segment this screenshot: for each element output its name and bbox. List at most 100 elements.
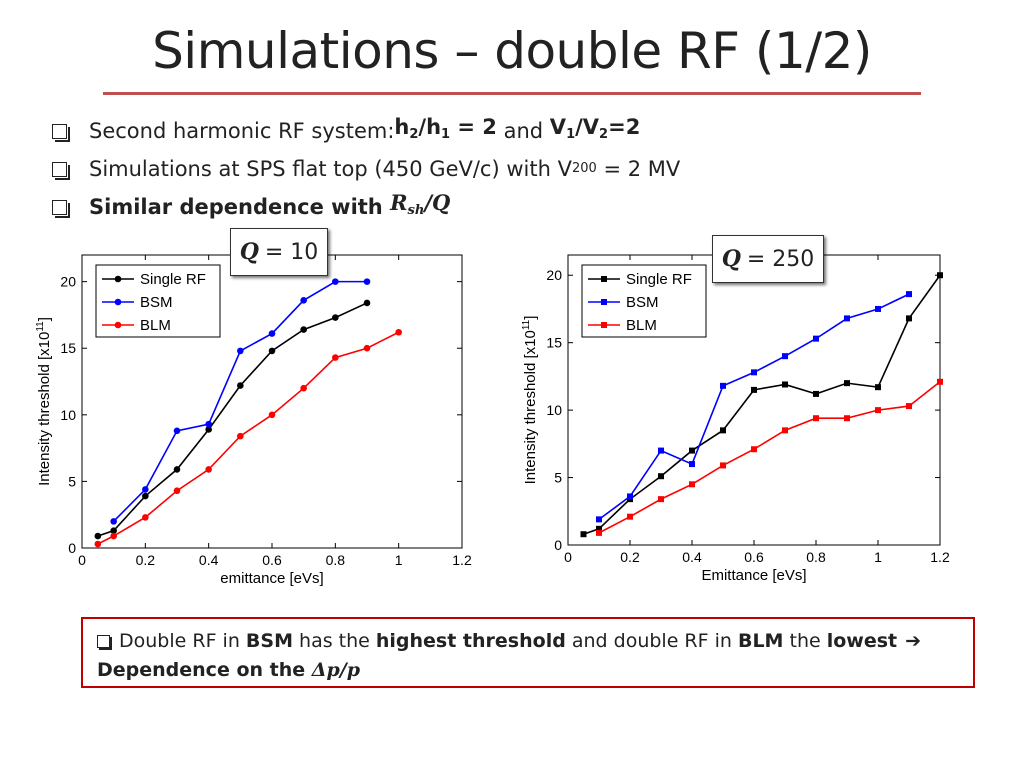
checkbox-bullet-icon xyxy=(52,199,70,218)
data-point xyxy=(94,540,102,548)
x-axis-label: Emittance [eVs] xyxy=(701,567,806,584)
data-point xyxy=(110,518,117,525)
x-tick-label: 0.4 xyxy=(199,552,219,568)
x-tick-label: 0.6 xyxy=(744,549,764,565)
legend-label: BLM xyxy=(626,317,657,334)
data-point xyxy=(720,427,726,434)
data-point xyxy=(237,382,244,389)
chart-q10: 0 0.2 0.4 0.6 0.8 1 1.2 0 5 10 15 20 emittance [eVs]… xyxy=(35,254,472,587)
x-tick-label: 0 xyxy=(78,552,86,568)
data-point xyxy=(875,384,881,391)
data-point xyxy=(268,347,276,355)
data-point xyxy=(875,305,881,312)
data-point xyxy=(205,466,212,473)
x-tick-label: 0.2 xyxy=(136,552,156,568)
data-point xyxy=(689,447,695,454)
checkbox-bullet-icon xyxy=(97,635,112,650)
conclusion-box: Double RF in BSM has the highest thresho… xyxy=(81,617,975,688)
data-point xyxy=(751,369,757,376)
data-point xyxy=(689,461,695,468)
legend-label: Single RF xyxy=(626,271,692,288)
x-tick-label: 1.2 xyxy=(930,549,950,565)
data-point xyxy=(844,315,850,322)
data-point xyxy=(720,462,726,469)
bullet-dependence: Similar dependence with Rsh/Q xyxy=(52,186,680,228)
x-tick-label: 0 xyxy=(564,549,572,565)
data-point xyxy=(332,278,339,285)
legend-label: Single RF xyxy=(140,271,206,288)
data-point xyxy=(813,390,819,397)
checkbox-bullet-icon xyxy=(52,123,70,142)
data-point xyxy=(813,415,819,422)
q-symbol: Q xyxy=(721,246,741,272)
legend-label: BSM xyxy=(626,294,659,311)
y-tick-label: 10 xyxy=(546,402,562,418)
delta-p-over-p-math: Δp/p xyxy=(311,659,361,681)
data-point xyxy=(268,411,276,419)
slide-title: Simulations – double RF (1/2) xyxy=(152,22,872,80)
data-point xyxy=(596,529,602,536)
bullet-list: Second harmonic RF system: h2/h1 = 2 and… xyxy=(52,110,680,228)
data-point xyxy=(300,296,307,304)
rsh-over-q-math: Rsh/Q xyxy=(390,190,451,218)
data-point xyxy=(205,426,212,433)
x-tick-label: 0.8 xyxy=(326,552,346,568)
y-tick-label: 20 xyxy=(60,274,76,290)
data-point xyxy=(300,384,307,392)
data-point xyxy=(875,407,881,414)
data-point xyxy=(363,299,371,307)
x-tick-label: 0.4 xyxy=(682,549,702,565)
data-point xyxy=(658,473,664,480)
q-value: = 10 xyxy=(264,239,319,265)
data-point xyxy=(173,487,181,495)
y-tick-label: 0 xyxy=(554,537,562,553)
data-point xyxy=(94,532,102,540)
data-point xyxy=(173,466,181,473)
data-point xyxy=(237,347,244,355)
bullet-text-tail: = 2 MV xyxy=(596,157,681,181)
legend-label: BLM xyxy=(140,317,171,334)
data-point xyxy=(937,272,943,279)
data-point xyxy=(751,446,757,453)
x-tick-label: 0.2 xyxy=(620,549,640,565)
q-label-box-right: Q = 250 xyxy=(712,235,824,283)
voltage-ratio: V1/V2=2 xyxy=(549,115,641,142)
q-value: = 250 xyxy=(746,246,815,272)
y-tick-label: 15 xyxy=(60,340,76,356)
harmonic-ratio: h2/h1 = 2 xyxy=(394,115,497,142)
data-point xyxy=(937,378,943,385)
bullet-text: Second harmonic RF system: xyxy=(89,119,395,143)
data-point xyxy=(268,330,276,337)
x-tick-label: 1 xyxy=(395,552,403,568)
data-point xyxy=(596,516,602,523)
data-point xyxy=(173,427,181,435)
series-line-single-rf xyxy=(97,302,368,537)
bullet-text: Similar dependence with xyxy=(89,195,391,219)
data-point xyxy=(906,315,912,322)
legend-marker xyxy=(601,276,607,282)
y-tick-label: 5 xyxy=(554,470,562,486)
data-point xyxy=(782,381,788,388)
data-point xyxy=(596,525,602,532)
y-axis-label: Intensity threshold [x1011] xyxy=(521,316,539,485)
y-tick-label: 20 xyxy=(546,267,562,283)
data-point xyxy=(363,278,371,285)
data-point xyxy=(906,291,912,298)
q-label-box-left: Q = 10 xyxy=(230,228,328,276)
bullet-simulations: Simulations at SPS flat top (450 GeV/c) … xyxy=(52,152,680,186)
data-point xyxy=(110,527,117,534)
data-point xyxy=(332,314,339,321)
data-point xyxy=(689,481,695,488)
legend-marker xyxy=(601,322,607,328)
series-line-blm xyxy=(598,381,941,534)
data-point xyxy=(844,415,850,422)
data-point xyxy=(627,513,633,520)
data-point xyxy=(300,326,307,333)
conclusion-line-2: Dependence on the Δp/p xyxy=(97,656,973,685)
legend-marker xyxy=(114,275,122,283)
y-tick-label: 15 xyxy=(546,335,562,351)
data-point xyxy=(142,514,149,521)
y-tick-label: 5 xyxy=(68,473,76,489)
bullet-text: Simulations at SPS flat top (450 GeV/c) … xyxy=(89,157,572,181)
x-tick-label: 0.8 xyxy=(806,549,826,565)
